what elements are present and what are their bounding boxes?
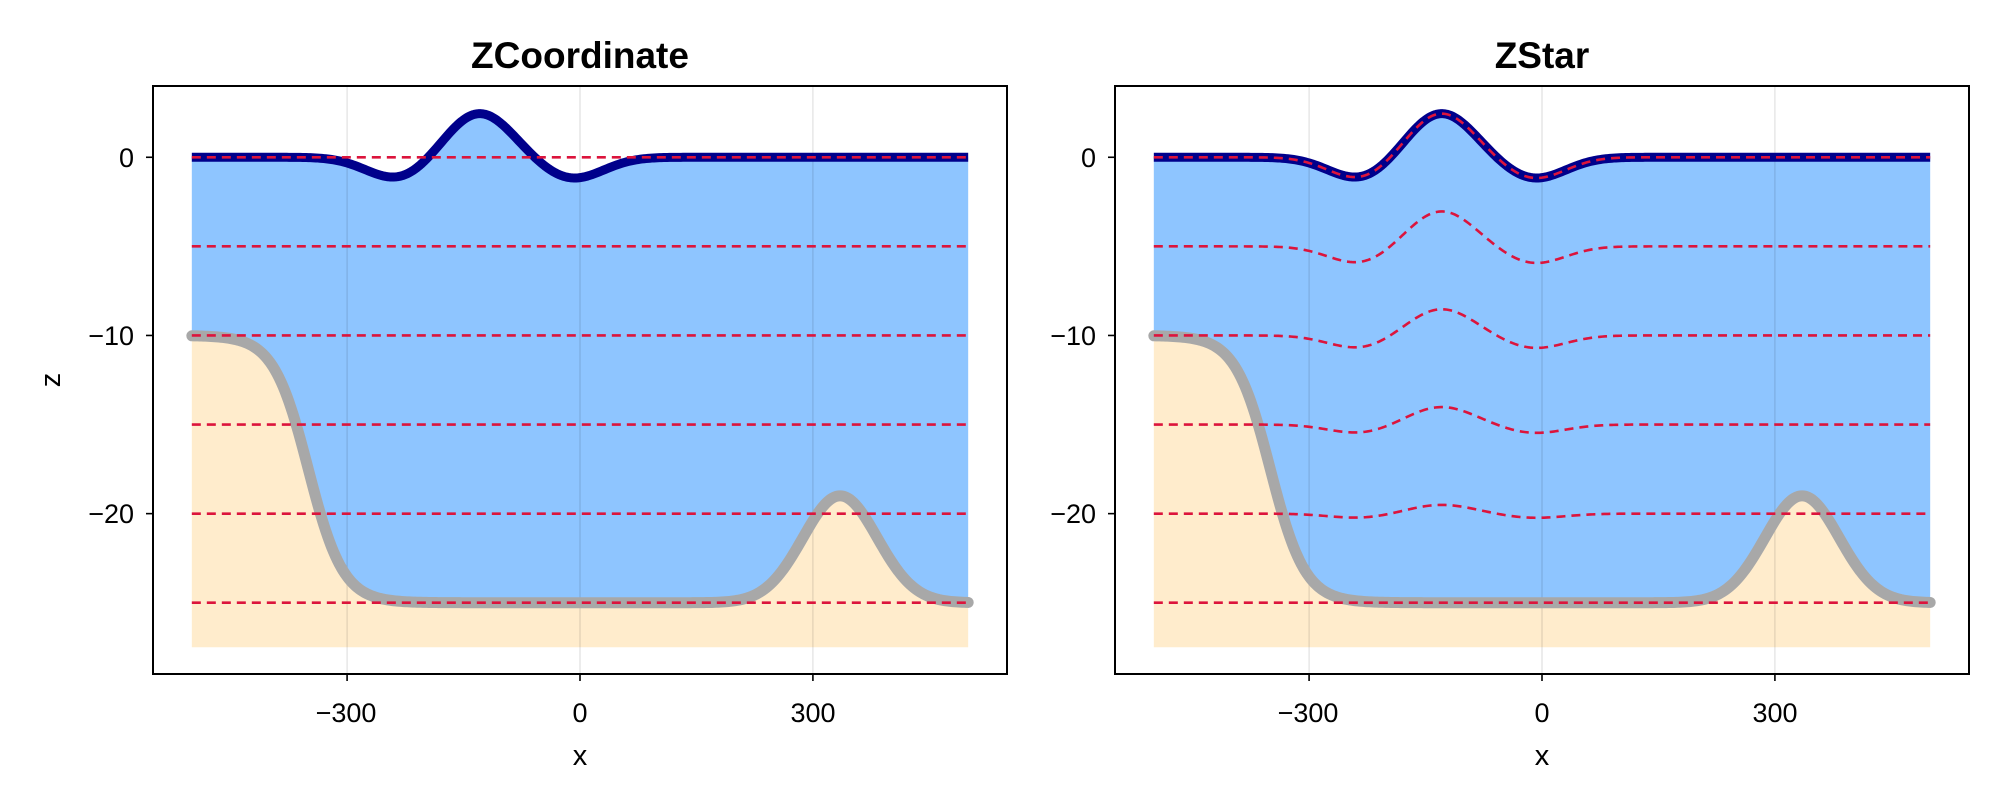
water-fill [191, 113, 969, 603]
x-tick-label: 300 [1752, 698, 1797, 728]
bathymetry-line [186, 330, 974, 609]
y-axis-label: z [35, 373, 67, 388]
water-fill [1153, 113, 1931, 603]
plot-area-zcoordinate [146, 85, 1008, 681]
x-tick-label: −300 [316, 698, 377, 728]
y-tick-label: 0 [1081, 143, 1096, 173]
x-tick-label: 0 [572, 698, 587, 728]
x-tick-label: 0 [1534, 698, 1549, 728]
y-tick-label: −20 [1050, 499, 1096, 529]
layer-interface-line [1153, 307, 1931, 350]
axes-frame [1114, 85, 1970, 675]
y-tick-label: −10 [1050, 321, 1096, 351]
layer-interface-line [1153, 210, 1931, 265]
chart-title: ZCoordinate [471, 35, 689, 76]
panel-zcoordinate: ZCoordinate −300 0 300 0 −10 −20 x z [35, 35, 1008, 772]
chart-title: ZStar [1495, 35, 1590, 76]
y-tick-label: −10 [88, 321, 134, 351]
panel-zstar: ZStar −300 0 300 0 −10 −20 x [1050, 35, 1970, 772]
y-tick-label: 0 [119, 143, 134, 173]
axes-frame [152, 85, 1008, 675]
layer-interface-line [1153, 503, 1931, 520]
x-tick-label: 300 [790, 698, 835, 728]
layer-interface-line [1153, 405, 1931, 435]
layer-interface-line [1153, 112, 1931, 180]
x-axis-label: x [573, 740, 588, 772]
plot-area-zstar [1108, 85, 1970, 681]
y-tick-label: −20 [88, 499, 134, 529]
x-tick-label: −300 [1278, 698, 1339, 728]
bathymetry-line [1148, 330, 1936, 609]
x-axis-label: x [1535, 740, 1550, 772]
